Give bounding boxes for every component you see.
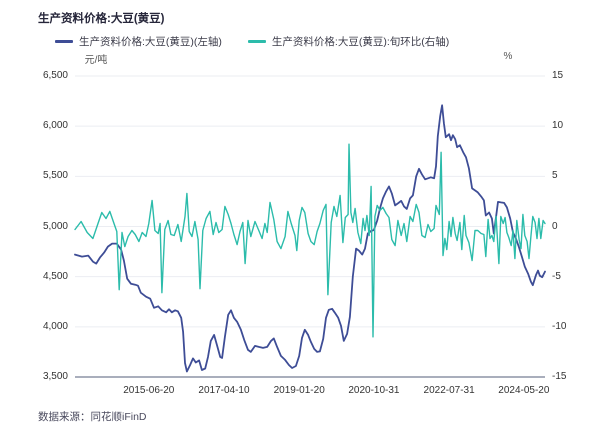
x-axis-tick-label: 2022-07-31: [423, 385, 475, 396]
legend-item-mom: 生产资料价格:大豆(黄豆):旬环比(右轴): [247, 34, 450, 49]
x-axis-tick-label: 2024-05-20: [498, 385, 550, 396]
y-axis-tick-label: 5,000: [42, 220, 68, 232]
x-axis-tick-label: 2019-01-20: [273, 385, 325, 396]
legend-label: 生产资料价格:大豆(黄豆)(左轴): [79, 36, 222, 48]
y-axis-tick-label: 6,000: [42, 120, 68, 132]
x-axis-tick-label: 2015-06-20: [123, 385, 175, 396]
y-axis-tick-label: -15: [552, 371, 567, 382]
legend-item-price: 生产资料价格:大豆(黄豆)(左轴): [55, 34, 222, 49]
y-axis-tick-label: 15: [552, 70, 564, 81]
y-axis-tick-label: 3,500: [42, 371, 68, 382]
chart-legend: 生产资料价格:大豆(黄豆)(左轴) 生产资料价格:大豆(黄豆):旬环比(右轴): [55, 34, 449, 49]
y-axis-tick-label: 4,000: [42, 320, 68, 332]
legend-label: 生产资料价格:大豆(黄豆):旬环比(右轴): [271, 36, 450, 48]
y-axis-tick-label: 5,500: [42, 170, 68, 182]
y-axis-tick-label: 0: [552, 220, 558, 232]
y-axis-tick-label: 6,500: [42, 70, 68, 81]
y-axis-tick-label: 4,500: [42, 270, 68, 282]
legend-line-swatch: [247, 40, 266, 43]
y-axis-tick-label: 10: [552, 120, 564, 132]
left-axis-unit: 元/吨: [84, 55, 108, 66]
legend-line-swatch: [55, 40, 73, 43]
y-axis-tick-label: -5: [552, 270, 561, 282]
x-axis-tick-label: 2020-10-31: [348, 385, 400, 396]
price-line: [74, 104, 546, 373]
source-note: 数据来源：同花顺iFinD: [38, 411, 147, 423]
right-axis-unit: %: [503, 51, 513, 62]
y-axis-tick-label: -10: [552, 320, 567, 332]
mom-line: [74, 143, 546, 338]
y-axis-tick-label: 5: [552, 170, 558, 182]
x-axis-tick-label: 2017-04-10: [198, 385, 250, 396]
page-title: 生产资料价格:大豆(黄豆): [38, 13, 165, 25]
